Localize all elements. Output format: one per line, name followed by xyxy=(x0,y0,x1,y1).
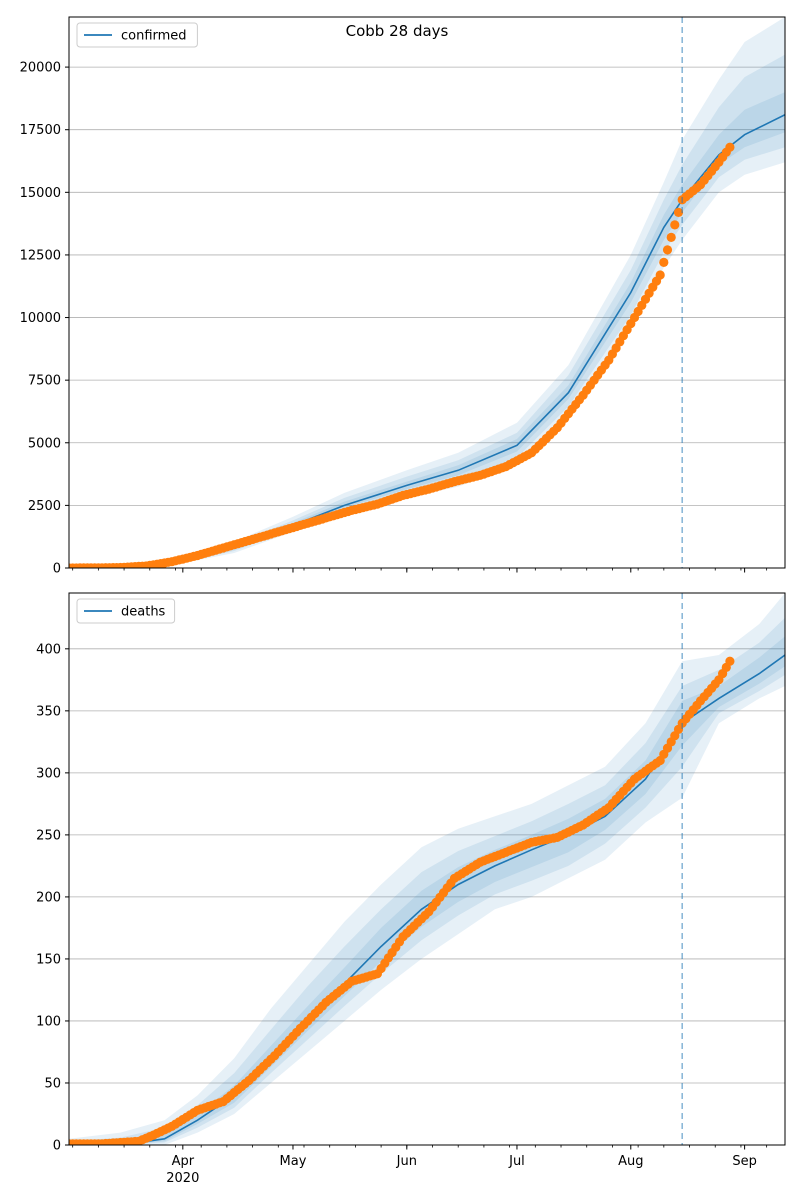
y-tick-label: 10000 xyxy=(20,311,61,326)
legend: deaths xyxy=(76,598,176,624)
y-tick-label: 400 xyxy=(36,642,61,657)
observed-point xyxy=(659,257,669,267)
axes-frame xyxy=(68,592,786,1146)
x-tick-label: Jun xyxy=(396,1154,417,1169)
y-tick-label: 0 xyxy=(53,562,61,577)
axes-frame xyxy=(68,16,786,569)
legend-label: confirmed xyxy=(121,29,187,44)
x-tick-label: Sep xyxy=(732,1154,757,1169)
plot-area xyxy=(69,17,785,568)
observed-point xyxy=(670,220,680,230)
chart-title: Cobb 28 days xyxy=(346,22,449,40)
uncertainty-band-1 xyxy=(69,17,785,568)
observed-point xyxy=(662,245,673,255)
x-tick-label: Jul xyxy=(508,1154,525,1169)
x-tick-label: Apr xyxy=(172,1154,195,1169)
legend-box xyxy=(76,22,198,48)
confirmed-panel: 0 2500 5000 7500 10000 12500 15000 17500 20000 co… xyxy=(20,16,786,577)
y-tick-label: 250 xyxy=(36,828,61,843)
y-tick-label: 2500 xyxy=(28,499,61,514)
y-tick-label: 20000 xyxy=(20,61,61,76)
legend: confirmed xyxy=(76,22,198,48)
x-year-label: 2020 xyxy=(166,1171,199,1186)
deaths-panel: 0 50 100 150 200 250 300 350 400 Apr May Jun Jul Aug S… xyxy=(36,592,786,1186)
y-tick-label: 50 xyxy=(44,1076,61,1091)
y-tick-label: 12500 xyxy=(20,248,61,263)
legend-box xyxy=(76,598,176,624)
y-tick-label: 0 xyxy=(53,1139,61,1154)
y-tick-label: 5000 xyxy=(28,436,61,451)
uncertainty-band-3 xyxy=(69,636,785,1145)
y-tick-label: 150 xyxy=(36,952,61,967)
y-tick-label: 15000 xyxy=(20,186,61,201)
y-tick-label: 100 xyxy=(36,1014,61,1029)
y-tick-label: 7500 xyxy=(28,374,61,389)
y-tick-label: 300 xyxy=(36,766,61,781)
y-tick-label: 200 xyxy=(36,890,61,905)
observed-point xyxy=(725,656,735,666)
observed-point xyxy=(655,270,665,280)
uncertainty-band-1 xyxy=(69,593,785,1145)
observed-point xyxy=(673,207,684,217)
legend-label: deaths xyxy=(121,605,166,620)
y-tick-label: 350 xyxy=(36,704,61,719)
observed-point xyxy=(725,142,735,152)
x-tick-label: Aug xyxy=(618,1154,643,1169)
plot-area xyxy=(69,593,785,1145)
y-tick-label: 17500 xyxy=(20,123,61,138)
observed-point xyxy=(666,232,676,242)
x-tick-label: May xyxy=(280,1154,307,1169)
uncertainty-band-2 xyxy=(69,617,785,1145)
